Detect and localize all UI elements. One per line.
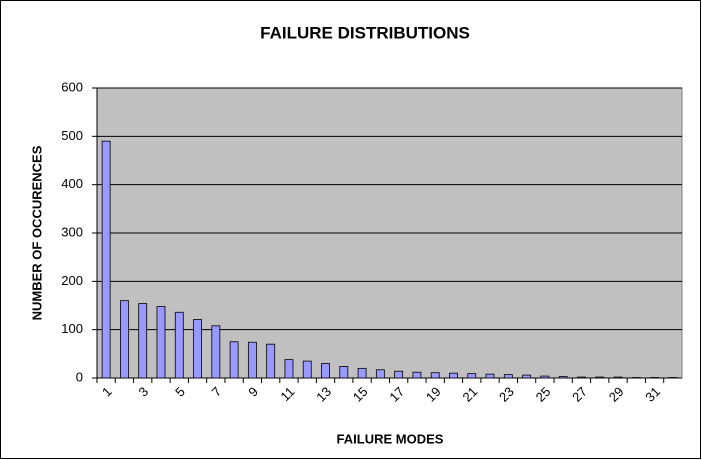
bar: [156, 306, 166, 379]
bar: [321, 363, 330, 379]
bar: [595, 376, 605, 379]
bar: [503, 374, 513, 379]
bar: [577, 376, 586, 379]
bar: [302, 360, 312, 379]
y-tick-label: 400: [61, 176, 83, 191]
bar: [357, 367, 367, 379]
y-tick-label: 600: [61, 79, 83, 94]
bar: [138, 303, 148, 379]
bar: [485, 373, 495, 379]
bar: [266, 343, 276, 379]
bar: [339, 365, 349, 379]
bar: [449, 372, 458, 379]
bar: [394, 370, 404, 379]
x-axis-title: FAILURE MODES: [337, 431, 444, 446]
bar: [412, 371, 422, 379]
bar: [375, 369, 385, 379]
y-tick-label: 0: [76, 369, 83, 384]
bar: [101, 140, 111, 379]
bar: [120, 300, 129, 379]
y-tick-label: 500: [61, 128, 83, 143]
bar: [174, 311, 184, 379]
bar: [284, 359, 294, 379]
bar: [211, 325, 221, 379]
y-tick-label: 100: [61, 321, 83, 336]
y-axis-title: NUMBER OF OCCURENCES: [29, 145, 44, 320]
bar: [430, 372, 440, 379]
y-tick-label: 300: [61, 224, 83, 239]
y-tick-label: 200: [61, 273, 83, 288]
bar: [467, 373, 477, 379]
bar: [522, 374, 532, 379]
bar: [613, 376, 623, 379]
bar: [540, 375, 550, 379]
bar: [247, 341, 257, 379]
bar: [558, 376, 568, 379]
bar: [193, 319, 202, 379]
bar: [229, 341, 239, 379]
chart-title: FAILURE DISTRIBUTIONS: [260, 23, 470, 42]
